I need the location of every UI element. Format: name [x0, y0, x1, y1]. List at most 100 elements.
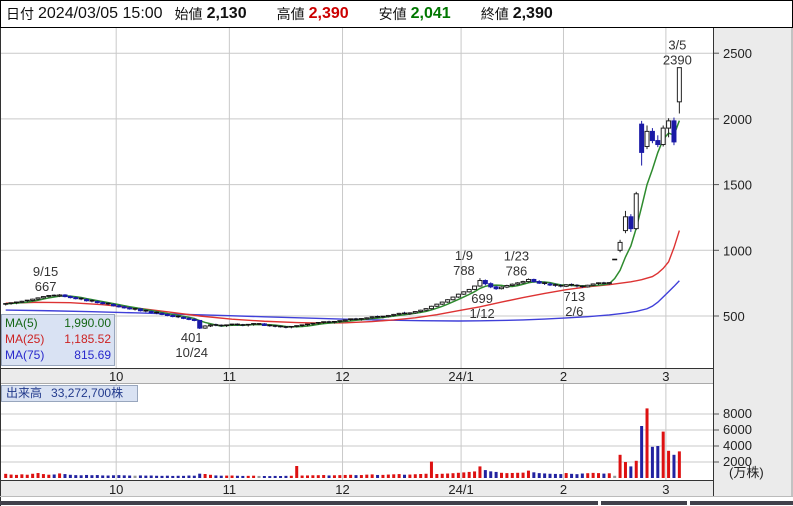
x-axis-label: 3 — [662, 369, 669, 384]
chart-annotation: 1/12 — [469, 306, 494, 321]
volume-bar — [322, 475, 326, 478]
volume-bar — [381, 474, 385, 478]
volume-bar — [623, 462, 627, 478]
volume-bar — [235, 475, 239, 478]
candle-body — [455, 293, 461, 298]
volume-bar — [435, 474, 439, 478]
volume-bar — [36, 473, 40, 478]
candle-body — [660, 127, 666, 146]
candle-body — [148, 311, 154, 314]
price-x-axis-strip — [0, 369, 714, 383]
chart-annotation: 786 — [506, 263, 528, 278]
x-axis-label: 12 — [335, 369, 349, 384]
chart-annotation: 1/23 — [504, 248, 529, 263]
candle-body — [30, 298, 36, 301]
volume-bar — [413, 474, 417, 478]
candle-body — [207, 324, 213, 327]
x-axis-label: 24/1 — [448, 482, 473, 497]
chart-annotation: 1/9 — [455, 248, 473, 263]
candle-body — [35, 297, 41, 300]
chart-annotation: 10/24 — [175, 345, 208, 360]
volume-bar — [300, 475, 304, 478]
volume-legend-box: 出来高 33,272,700株 — [1, 385, 138, 402]
volume-bar — [338, 475, 342, 478]
volume-bar — [672, 454, 676, 478]
x-axis-label: 3 — [662, 482, 669, 497]
volume-bar — [376, 474, 380, 478]
candle-body — [590, 283, 596, 286]
volume-bar — [440, 473, 444, 478]
candle-body — [428, 305, 434, 310]
volume-bar — [122, 475, 126, 478]
volume-bar — [667, 450, 671, 478]
volume-bar — [262, 476, 266, 478]
volume-bar — [553, 473, 557, 478]
ma75-line — [5, 280, 680, 322]
volume-bar — [68, 474, 72, 478]
x-axis-label: 10 — [109, 369, 123, 384]
candle-body — [504, 285, 510, 288]
bottom-divider-notch — [687, 501, 690, 505]
candle-body — [649, 130, 655, 142]
volume-bar — [52, 474, 56, 478]
high-label: 高値 — [276, 6, 305, 22]
volume-bar — [575, 474, 579, 478]
volume-bar — [187, 475, 191, 478]
volume-bar — [198, 473, 202, 478]
candle-body — [121, 306, 127, 309]
candle-body — [434, 303, 440, 307]
open-value: 2,130 — [206, 5, 247, 22]
ma5-legend-row: MA(5) 1,990.00 — [2, 315, 114, 331]
candle-body — [46, 295, 52, 298]
price-axis-label: 1000 — [723, 243, 752, 258]
candle-body — [633, 193, 639, 230]
bottom-divider — [0, 501, 793, 505]
candle-body — [493, 286, 499, 290]
volume-bar — [386, 474, 390, 478]
volume-bar — [473, 471, 477, 478]
candle-body — [461, 291, 467, 295]
candle-body — [412, 311, 418, 314]
candle-body — [116, 305, 122, 308]
volume-bar — [446, 473, 450, 478]
candle-body — [364, 317, 370, 320]
volume-bar — [661, 431, 665, 478]
candle-body — [525, 278, 531, 283]
candle-body — [396, 312, 402, 315]
volume-bar — [246, 475, 250, 478]
volume-bar — [397, 474, 401, 478]
candle-body — [499, 286, 505, 290]
volume-bar — [74, 475, 78, 478]
candle-body — [84, 298, 90, 302]
volume-bar — [138, 475, 142, 478]
volume-bar — [354, 475, 358, 478]
volume-bar — [656, 446, 660, 478]
ma25-line — [5, 230, 681, 324]
volume-bar — [532, 472, 536, 478]
volume-bar — [176, 475, 180, 478]
candle-body — [666, 120, 672, 129]
date-label: 日付 — [6, 6, 34, 22]
candle-body — [127, 307, 133, 310]
volume-bar — [618, 454, 622, 478]
volume-bar — [9, 474, 13, 478]
volume-bar — [230, 475, 234, 478]
volume-bar — [95, 475, 99, 478]
candle-body — [342, 319, 348, 322]
ma25-label: MA(25) — [5, 332, 45, 346]
volume-bar — [543, 473, 547, 478]
volume-bar — [489, 471, 493, 478]
candle-body — [391, 313, 397, 316]
volume-bar — [58, 473, 62, 478]
volume-bar — [117, 475, 121, 478]
volume-value: 33,272,700株 — [51, 386, 124, 400]
candle-body — [509, 283, 515, 287]
volume-bar — [677, 451, 681, 478]
x-axis-label: 12 — [335, 482, 349, 497]
volume-bar — [79, 475, 83, 478]
volume-bar — [602, 473, 606, 478]
volume-bar — [564, 473, 568, 478]
right-axis-area — [714, 28, 793, 496]
